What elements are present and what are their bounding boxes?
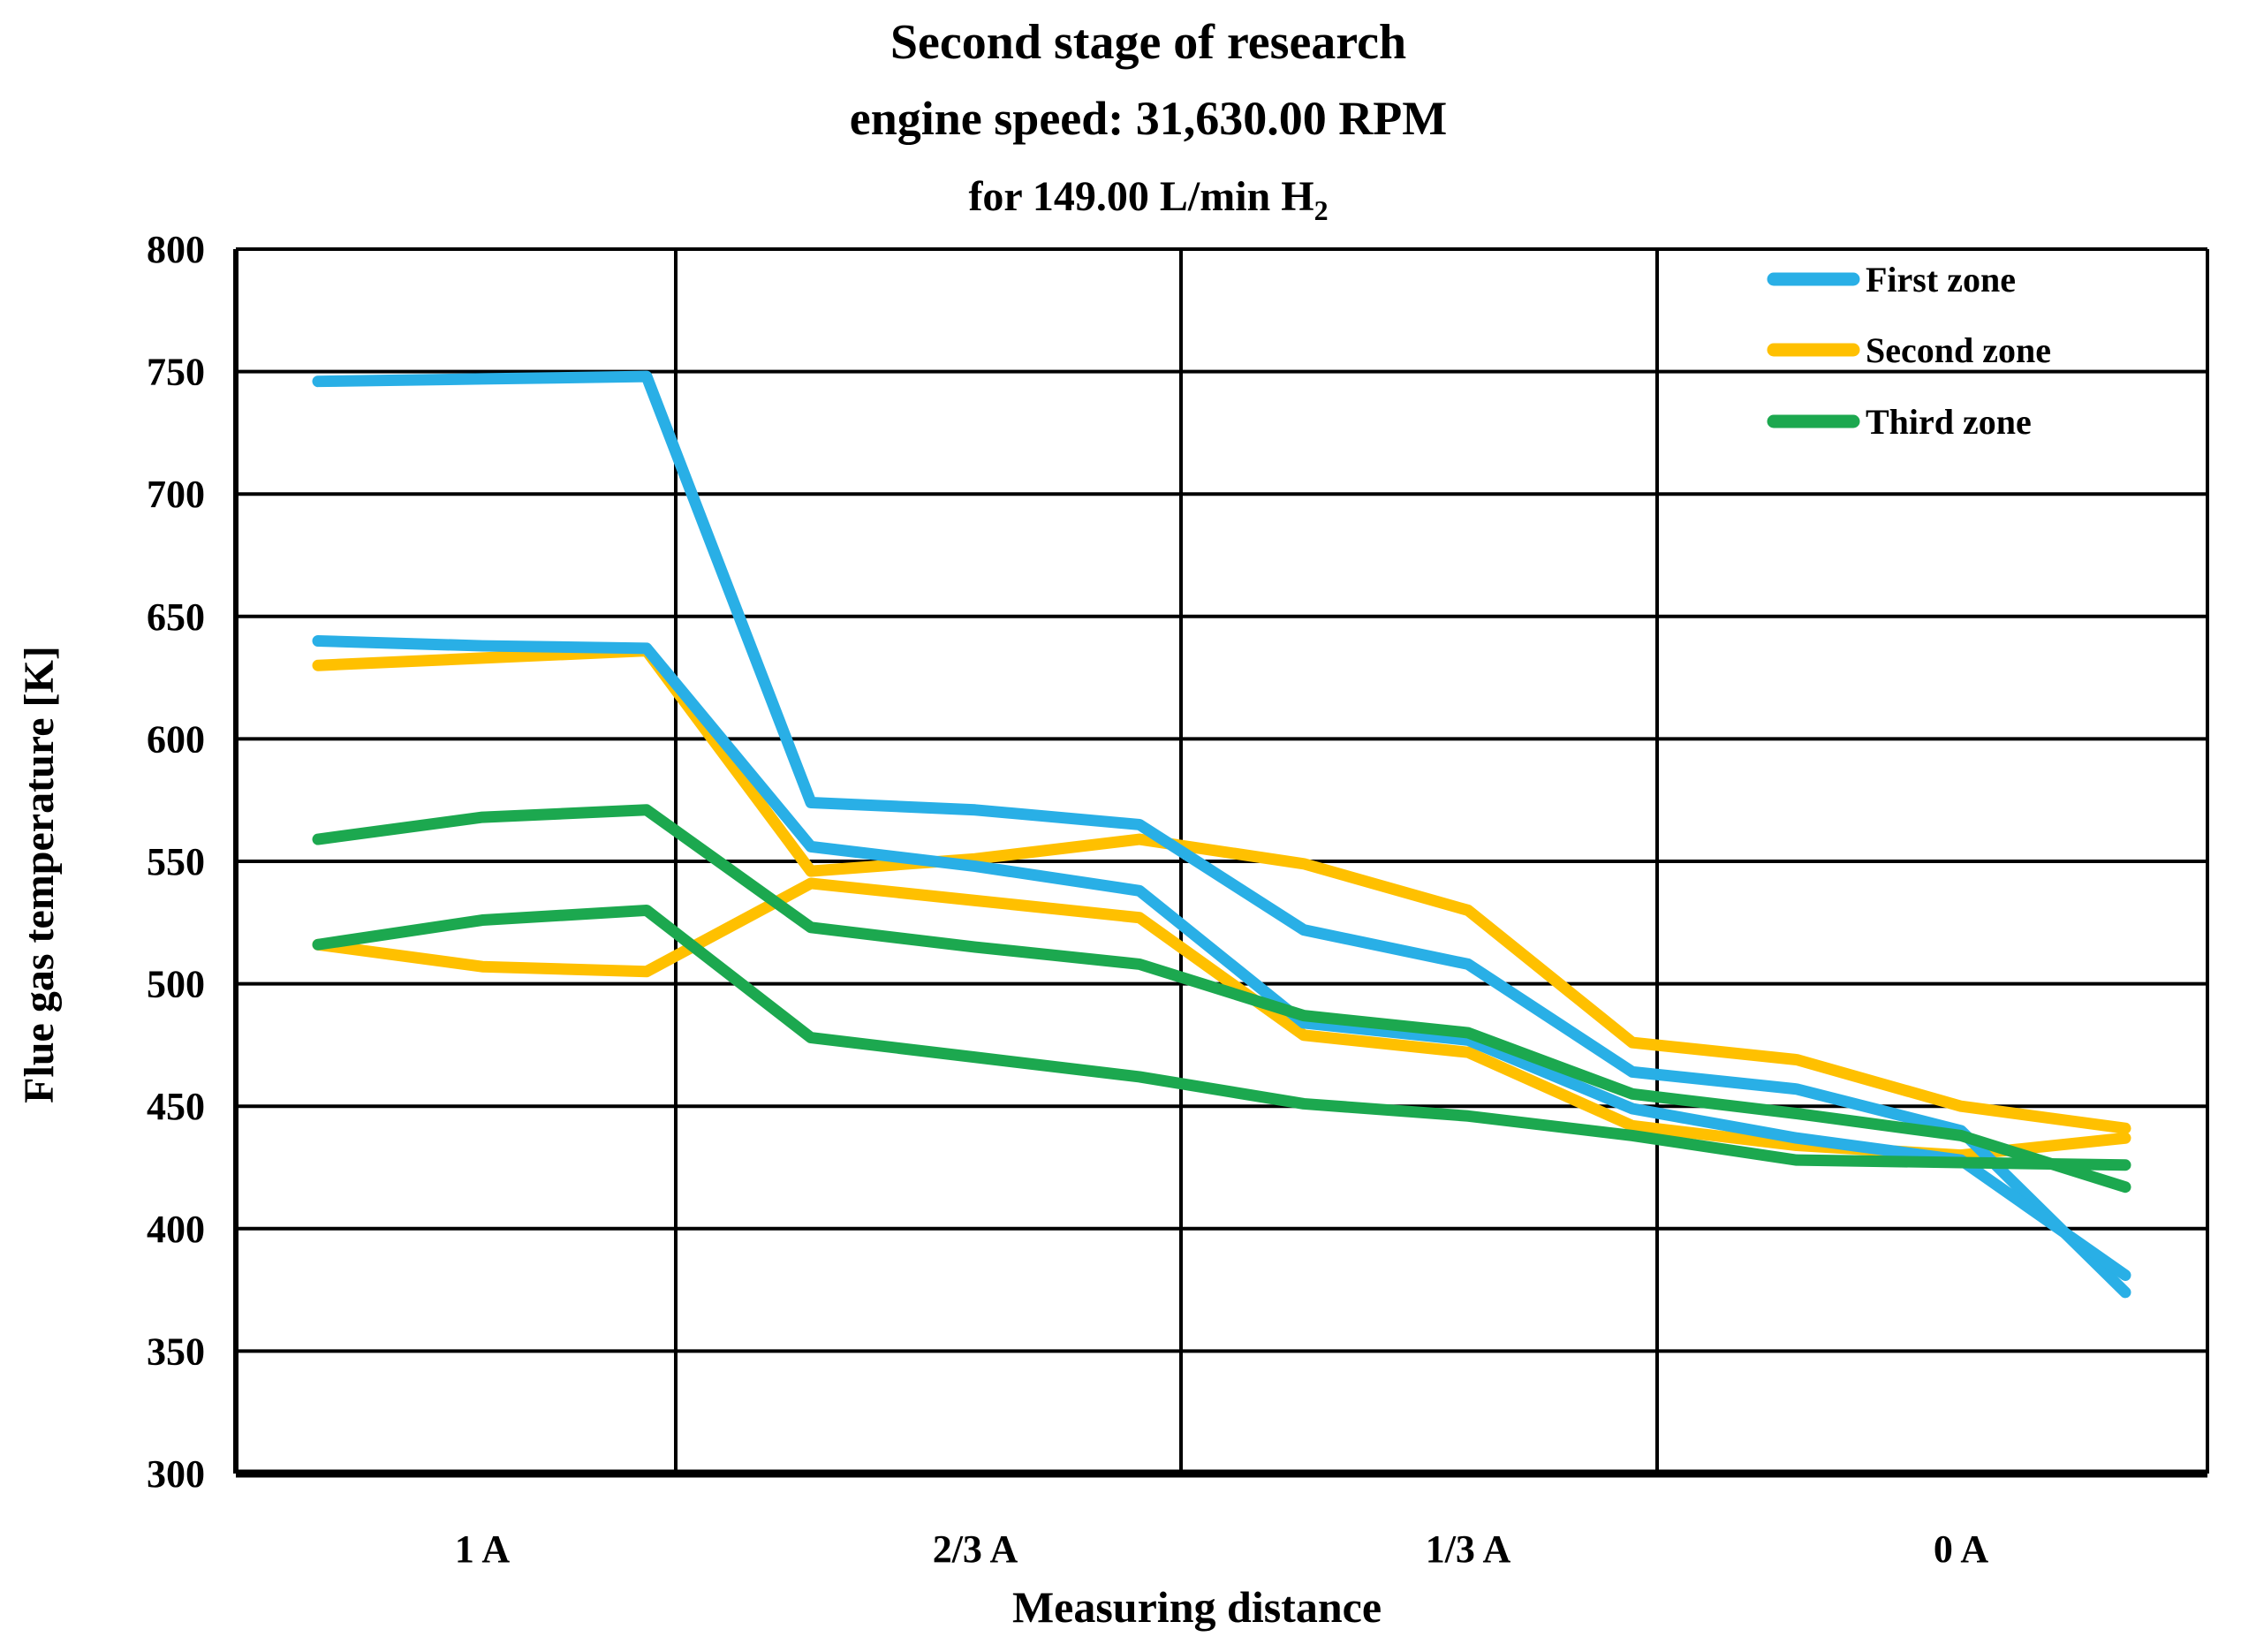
chart-title-line-3: for 149.00 L/min H2 — [968, 173, 1328, 226]
legend: First zone Second zone Third zone — [1767, 260, 2051, 442]
y-tick-label: 400 — [147, 1208, 205, 1251]
legend-label-second-zone: Second zone — [1866, 330, 2051, 370]
y-axis-title: Flue gas temperature [K] — [16, 646, 63, 1103]
series-line-second-zone-2 — [312, 877, 2131, 1162]
legend-label-third-zone: Third zone — [1866, 402, 2032, 442]
series-line-third-zone-2 — [312, 904, 2131, 1171]
chart-title-line-1: Second stage of research — [890, 15, 1406, 70]
x-category-label: 1/3 A — [1426, 1527, 1511, 1571]
y-tick-label: 700 — [147, 473, 205, 516]
series-line-second-zone-1 — [312, 645, 2131, 1134]
y-tick-label: 350 — [147, 1330, 205, 1373]
y-tick-label: 300 — [147, 1452, 205, 1496]
series-line-first-zone-1 — [312, 370, 2131, 1299]
y-tick-label: 750 — [147, 351, 205, 394]
legend-item-second-zone: Second zone — [1767, 330, 2051, 370]
y-tick-label: 450 — [147, 1085, 205, 1128]
y-tick-label: 800 — [147, 228, 205, 271]
y-tick-label: 650 — [147, 595, 205, 639]
y-tick-label: 600 — [147, 717, 205, 761]
legend-item-first-zone: First zone — [1767, 260, 2016, 299]
series-line-first-zone-2 — [312, 635, 2131, 1281]
x-axis-title: Measuring distance — [1012, 1582, 1382, 1632]
tick-layer: 800 750 700 650 600 550 500 450 400 350 300 1 A 2/3 … — [147, 228, 1988, 1571]
legend-label-first-zone: First zone — [1866, 260, 2016, 299]
chart-title-line-3-text: for 149.00 L/min H — [968, 173, 1314, 220]
series-layer — [312, 370, 2131, 1299]
y-tick-label: 550 — [147, 840, 205, 883]
x-category-label: 0 A — [1934, 1527, 1989, 1571]
legend-item-third-zone: Third zone — [1767, 402, 2032, 442]
x-category-label: 2/3 A — [933, 1527, 1018, 1571]
y-tick-label: 500 — [147, 963, 205, 1006]
series-line-third-zone-1 — [312, 804, 2131, 1194]
chart-title-line-2: engine speed: 31,630.00 RPM — [850, 92, 1447, 145]
x-category-label: 1 A — [455, 1527, 511, 1571]
chart-title-line-3-subscript: 2 — [1314, 194, 1329, 226]
